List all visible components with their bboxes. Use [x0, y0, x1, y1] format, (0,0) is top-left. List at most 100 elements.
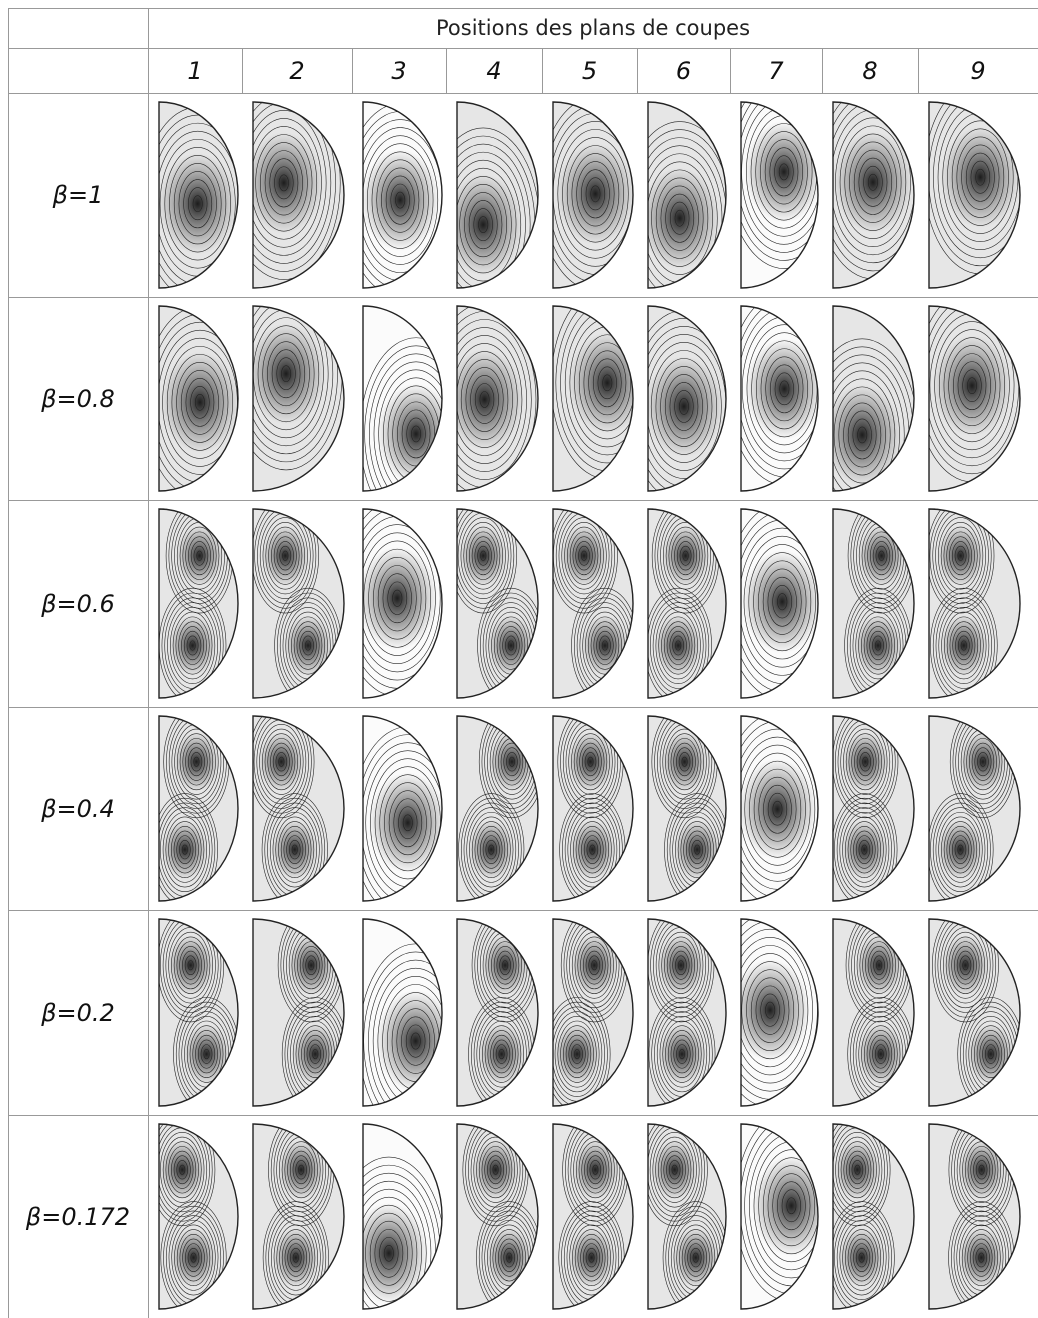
streamline-plot [456, 1123, 539, 1310]
streamlines [929, 509, 1020, 698]
half-disk-outline [552, 715, 634, 902]
streamlines [159, 306, 238, 491]
half-disk-outline [252, 1123, 345, 1310]
border [242, 48, 243, 93]
streamline-plot [362, 715, 443, 902]
streamline-plot [552, 101, 634, 289]
streamline-plot [456, 918, 539, 1107]
border [730, 48, 731, 93]
streamline-plot [647, 918, 727, 1107]
half-disk-outline [252, 715, 345, 902]
half-disk-outline [832, 1123, 915, 1310]
half-disk-outline [740, 918, 819, 1107]
streamlines [253, 919, 345, 1106]
streamline-plot [647, 508, 727, 699]
streamlines [833, 716, 914, 901]
streamlines [553, 919, 633, 1106]
border [8, 500, 1038, 501]
streamline-plot [740, 715, 819, 902]
border [8, 910, 1038, 911]
half-disk-outline [158, 715, 239, 902]
streamline-plot [158, 305, 239, 492]
half-disk-outline [252, 918, 345, 1107]
row-header: β=0.2 [41, 998, 115, 1027]
half-disk-outline [158, 305, 239, 492]
streamline-plot [928, 508, 1021, 699]
streamlines [648, 102, 726, 288]
half-disk-outline [832, 508, 915, 699]
streamlines [741, 509, 818, 698]
half-disk-outline [252, 305, 345, 492]
half-disk-outline [740, 508, 819, 699]
streamline-plot [832, 1123, 915, 1310]
streamlines [159, 509, 238, 698]
streamline-plot [647, 1123, 727, 1310]
border [8, 8, 1038, 9]
half-disk-outline [740, 305, 819, 492]
streamlines [457, 919, 538, 1106]
half-disk-outline [456, 715, 539, 902]
streamline-plot [928, 101, 1021, 289]
half-disk-outline [740, 1123, 819, 1310]
streamlines [741, 306, 818, 491]
streamline-plot [832, 101, 915, 289]
half-disk-outline [362, 508, 443, 699]
half-disk-outline [832, 101, 915, 289]
column-header: 4 [486, 56, 502, 85]
streamline-plot [158, 101, 239, 289]
streamlines [833, 509, 914, 698]
streamlines [553, 716, 633, 901]
streamline-plot [252, 1123, 345, 1310]
half-disk-outline [928, 305, 1021, 492]
streamline-plot [740, 305, 819, 492]
half-disk-outline [647, 918, 727, 1107]
streamlines [648, 919, 726, 1106]
half-disk-outline [832, 918, 915, 1107]
streamline-plot [456, 101, 539, 289]
half-disk-outline [158, 918, 239, 1107]
border [822, 48, 823, 93]
streamline-plot [928, 918, 1021, 1107]
column-header: 5 [581, 56, 598, 85]
streamlines [648, 1124, 726, 1309]
streamlines [159, 919, 238, 1106]
streamline-plot [456, 508, 539, 699]
half-disk-outline [832, 715, 915, 902]
streamline-plot [158, 1123, 239, 1310]
streamline-plot [552, 715, 634, 902]
half-disk-outline [647, 508, 727, 699]
streamline-plot [832, 918, 915, 1107]
table-title: Positions des plans de coupes [435, 16, 751, 40]
streamline-plot [362, 508, 443, 699]
streamlines [363, 716, 442, 901]
half-disk-outline [456, 101, 539, 289]
half-disk-outline [552, 305, 634, 492]
border [637, 48, 638, 93]
streamlines [648, 716, 726, 901]
column-header: 2 [289, 56, 305, 85]
streamline-plot [252, 101, 345, 289]
half-disk-outline [362, 918, 443, 1107]
streamline-plot [456, 305, 539, 492]
border [542, 48, 543, 93]
streamline-plot [928, 715, 1021, 902]
half-disk-outline [647, 305, 727, 492]
streamline-plot [158, 508, 239, 699]
streamlines [363, 1124, 442, 1309]
streamlines [929, 1124, 1020, 1309]
streamlines [457, 716, 538, 901]
streamline-plot [647, 715, 727, 902]
streamlines [457, 102, 538, 288]
streamlines [553, 509, 633, 698]
streamlines [363, 306, 442, 491]
border [8, 297, 1038, 298]
streamline-plot [647, 101, 727, 289]
half-disk-outline [740, 101, 819, 289]
streamline-plot [362, 918, 443, 1107]
streamlines [648, 509, 726, 698]
column-header: 1 [187, 56, 203, 85]
half-disk-outline [456, 305, 539, 492]
streamlines [741, 919, 818, 1106]
half-disk-outline [456, 1123, 539, 1310]
streamlines [553, 306, 633, 491]
